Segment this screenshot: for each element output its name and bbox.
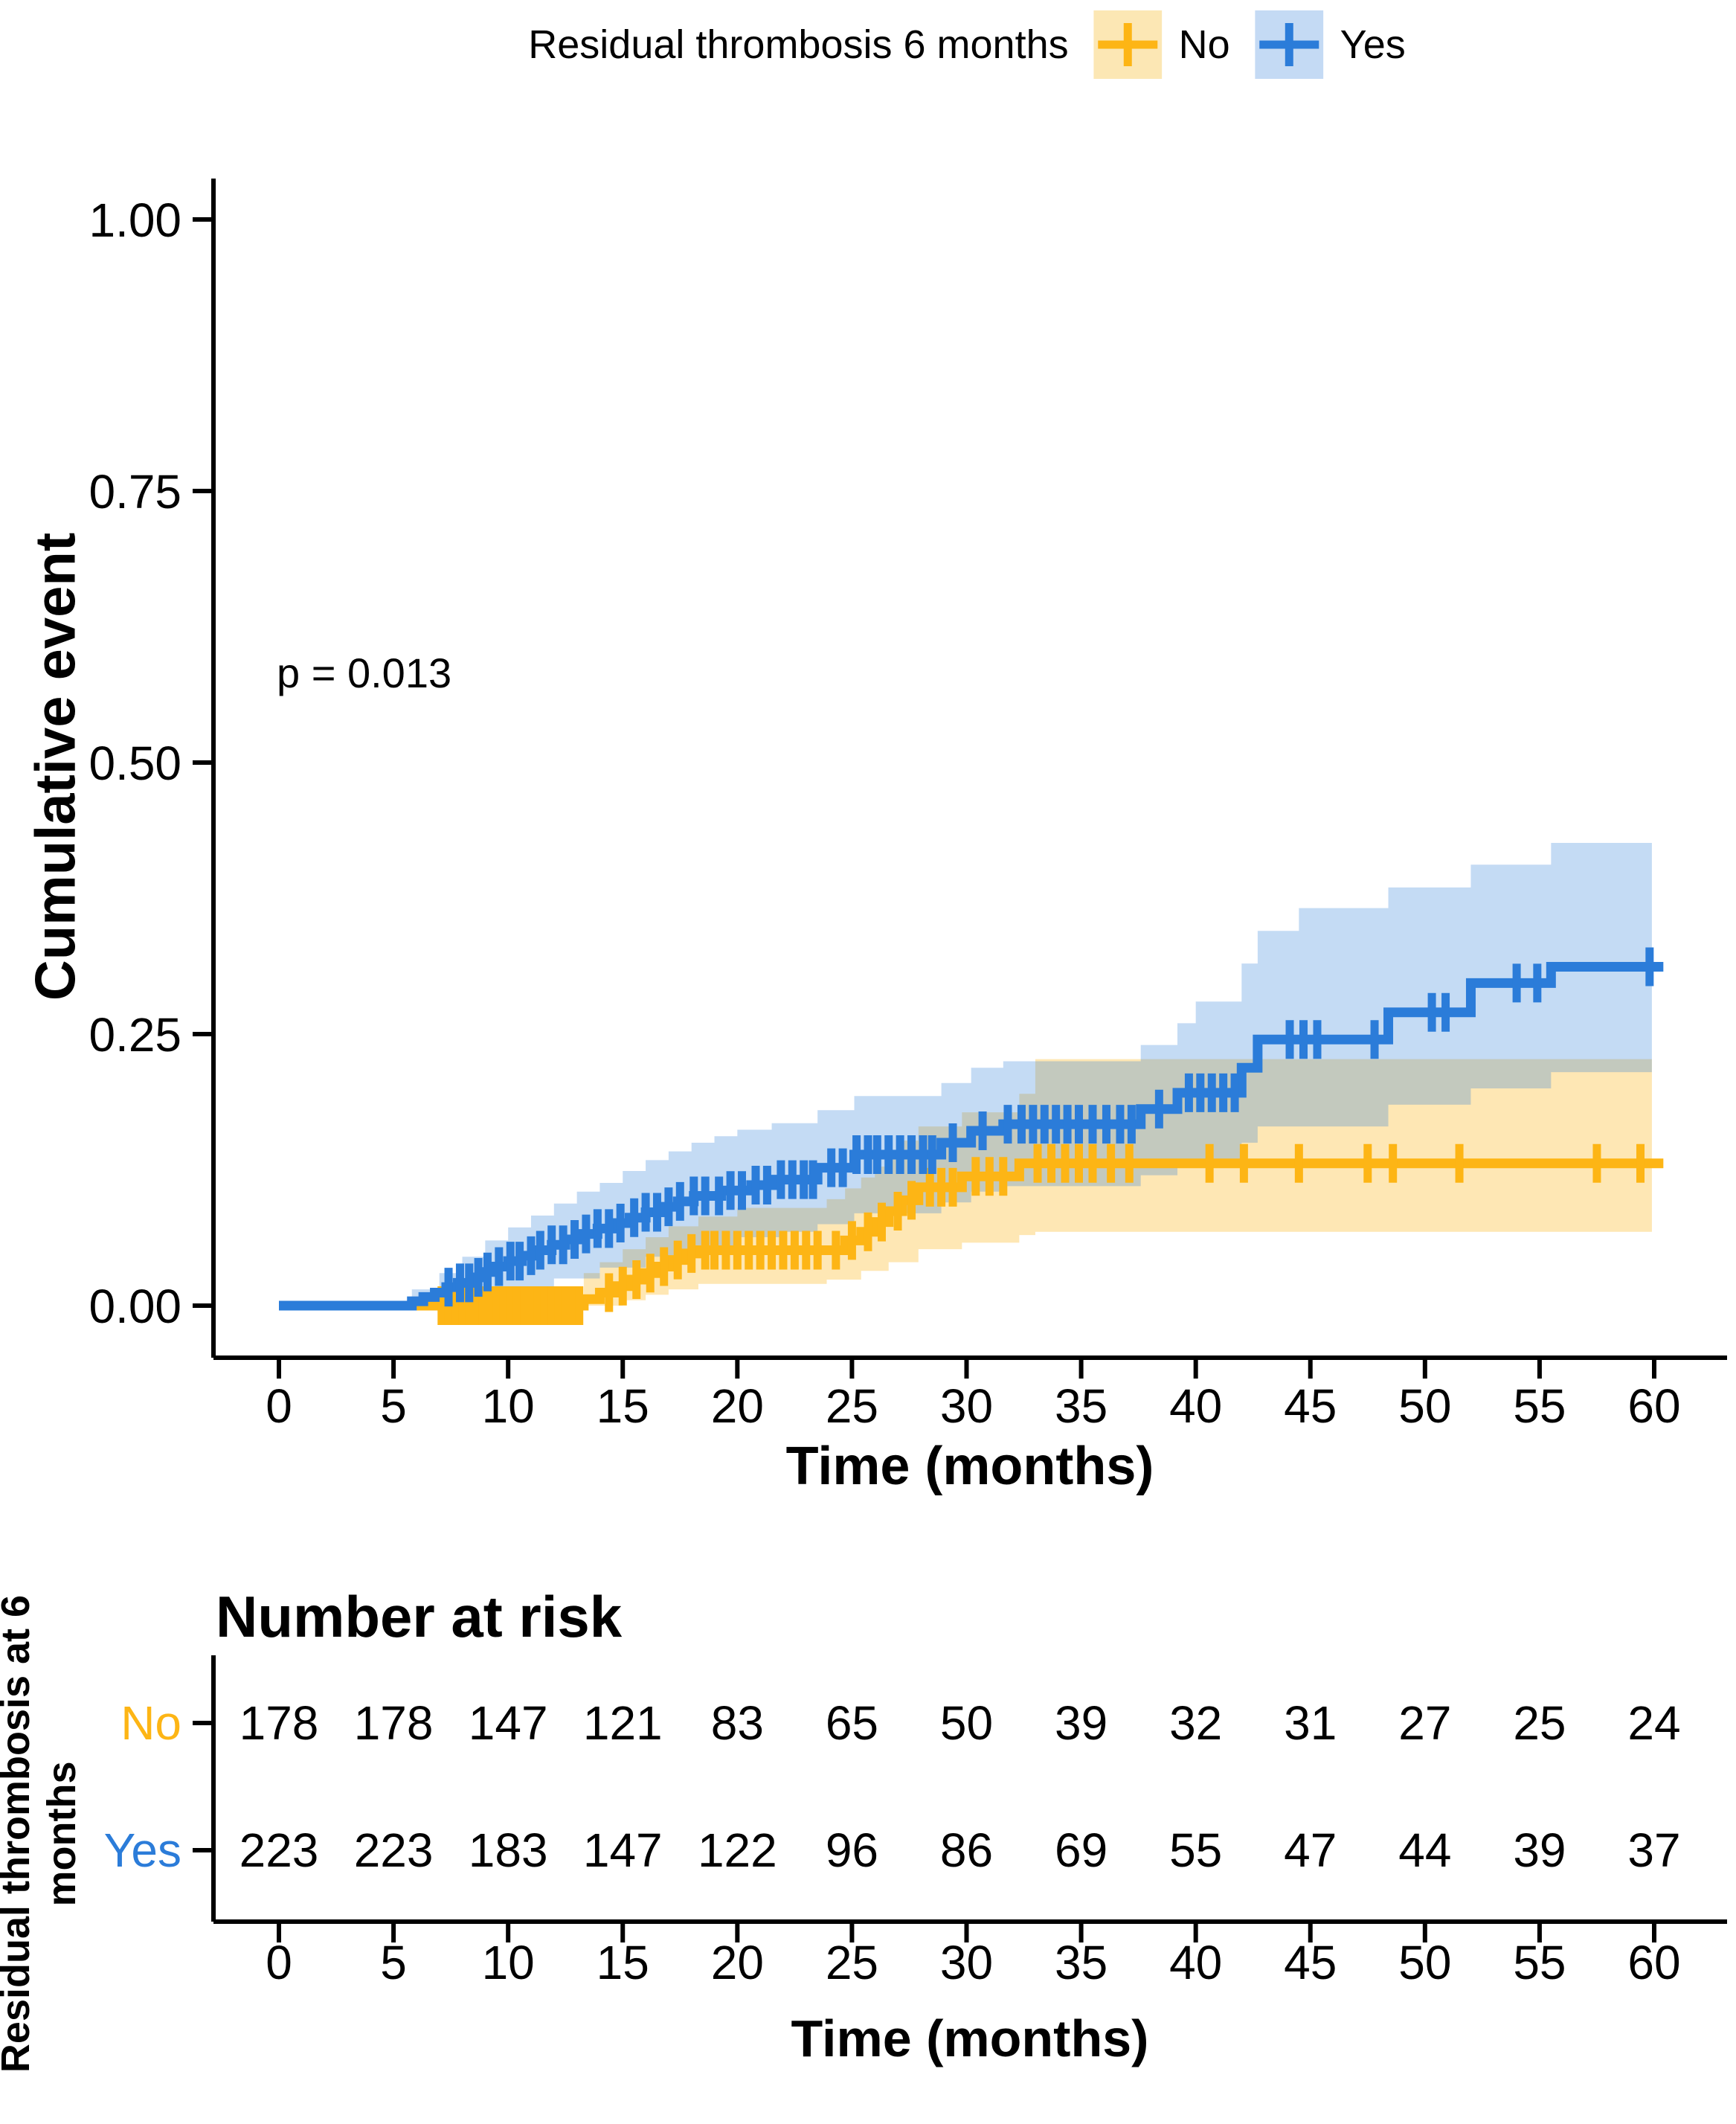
legend-items: No Yes: [1093, 10, 1406, 79]
x-axis-title: Time (months): [785, 1437, 1154, 1496]
legend-item-yes: Yes: [1255, 10, 1406, 79]
risk-x-tick-label: 5: [380, 1936, 407, 1989]
y-tick-label: 0.25: [89, 1008, 181, 1062]
risk-row-label-yes: Yes: [104, 1823, 181, 1877]
risk-count: 39: [1513, 1823, 1566, 1877]
risk-x-tick-label: 25: [826, 1936, 878, 1989]
legend-item-label: Yes: [1340, 22, 1406, 67]
risk-count: 37: [1627, 1823, 1680, 1877]
survival-plot-canvas: 0.000.250.500.751.000 5 10 15 20 25 30 35 40 45 50…: [89, 179, 1727, 1989]
y-tick-label: 0.00: [89, 1280, 181, 1333]
x-tick-label: 35: [1055, 1379, 1107, 1433]
risk-count: 147: [469, 1696, 548, 1750]
risk-count: 83: [711, 1696, 764, 1750]
risk-count: 223: [239, 1823, 319, 1877]
risk-table-x-axis-title: Time (months): [791, 2009, 1149, 2067]
x-tick-label: 20: [711, 1379, 764, 1433]
x-tick-label: 50: [1398, 1379, 1451, 1433]
legend-key-yes-icon: [1255, 10, 1324, 79]
risk-x-tick-label: 20: [711, 1936, 764, 1989]
x-tick-label: 30: [940, 1379, 993, 1433]
risk-count: 50: [940, 1696, 993, 1750]
risk-count: 55: [1169, 1823, 1222, 1877]
risk-count: 65: [826, 1696, 878, 1750]
x-tick-label: 60: [1627, 1379, 1680, 1433]
x-tick-label: 15: [597, 1379, 649, 1433]
x-tick-label: 25: [826, 1379, 878, 1433]
y-tick-label: 1.00: [89, 193, 181, 247]
legend-title: Residual thrombosis 6 months: [528, 22, 1069, 67]
x-tick-label: 0: [266, 1379, 292, 1433]
risk-count: 178: [239, 1696, 319, 1750]
risk-count: 86: [940, 1823, 993, 1877]
x-tick-label: 45: [1284, 1379, 1337, 1433]
p-value-annotation: p = 0.013: [277, 649, 452, 696]
risk-x-tick-label: 40: [1169, 1936, 1222, 1989]
risk-count: 25: [1513, 1696, 1566, 1750]
risk-x-tick-label: 60: [1627, 1936, 1680, 1989]
risk-x-tick-label: 30: [940, 1936, 993, 1989]
risk-count: 96: [826, 1823, 878, 1877]
risk-count: 47: [1284, 1823, 1337, 1877]
risk-x-tick-label: 10: [482, 1936, 535, 1989]
x-tick-label: 5: [380, 1379, 407, 1433]
risk-count: 27: [1398, 1696, 1451, 1750]
risk-x-tick-label: 35: [1055, 1936, 1107, 1989]
survival-curve-no: [279, 1158, 1664, 1311]
y-tick-label: 0.75: [89, 465, 181, 519]
legend-item-no: No: [1093, 10, 1230, 79]
risk-count: 69: [1055, 1823, 1107, 1877]
km-cumulative-incidence-figure: { "legend": { "title": "Residual thrombo…: [0, 6, 1727, 2073]
risk-count: 178: [354, 1696, 434, 1750]
risk-count: 39: [1055, 1696, 1107, 1750]
risk-x-tick-label: 55: [1513, 1936, 1566, 1989]
risk-x-tick-label: 15: [597, 1936, 649, 1989]
risk-table-title: Number at risk: [216, 1584, 623, 1649]
x-tick-label: 10: [482, 1379, 535, 1433]
risk-count: 183: [469, 1823, 548, 1877]
risk-x-tick-label: 45: [1284, 1936, 1337, 1989]
risk-count: 121: [583, 1696, 663, 1750]
risk-x-tick-label: 0: [266, 1936, 292, 1989]
risk-count: 147: [583, 1823, 663, 1877]
risk-count: 223: [354, 1823, 434, 1877]
risk-count: 32: [1169, 1696, 1222, 1750]
x-tick-label: 40: [1169, 1379, 1222, 1433]
legend: Residual thrombosis 6 months No Yes: [528, 6, 1406, 83]
legend-item-label: No: [1178, 22, 1230, 67]
x-tick-label: 55: [1513, 1379, 1566, 1433]
risk-count: 44: [1398, 1823, 1451, 1877]
risk-row-label-no: No: [120, 1696, 181, 1750]
risk-count: 122: [698, 1823, 777, 1877]
risk-x-tick-label: 50: [1398, 1936, 1451, 1989]
y-tick-label: 0.50: [89, 737, 181, 790]
risk-count: 31: [1284, 1696, 1337, 1750]
risk-count: 24: [1627, 1696, 1680, 1750]
legend-key-no-icon: [1093, 10, 1163, 79]
